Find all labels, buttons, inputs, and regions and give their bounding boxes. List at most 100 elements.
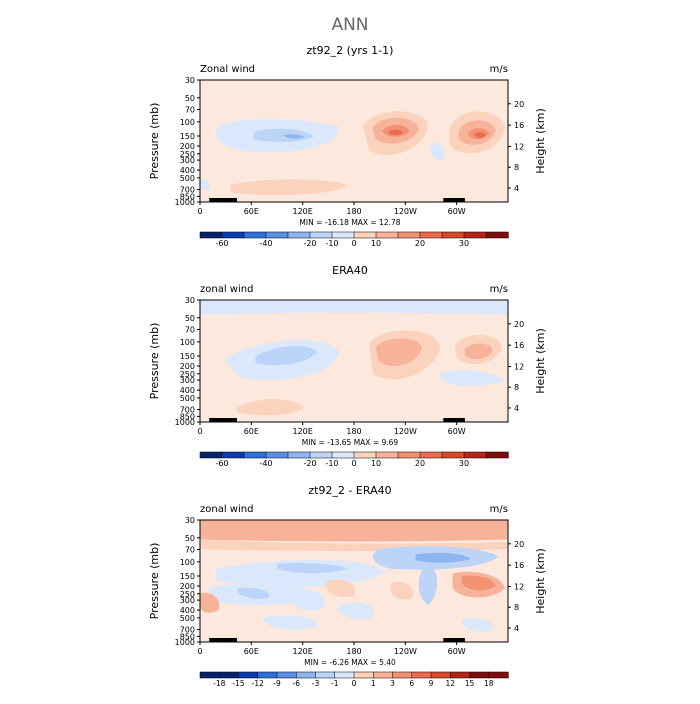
contour-region	[200, 300, 508, 315]
units-label: m/s	[490, 284, 508, 295]
colorbar-swatch	[430, 671, 451, 679]
colorbar-swatch	[331, 451, 355, 459]
colorbar-label: -6	[293, 679, 301, 688]
colorbar-swatch	[265, 451, 289, 459]
colorbar-swatch	[373, 671, 394, 679]
height-tick-label: 8	[514, 603, 519, 612]
plot-area	[199, 299, 509, 423]
min-max-text: MIN = -6.26 MAX = 5.40	[304, 658, 396, 667]
contour-region	[430, 142, 445, 161]
x-tick-label: 60W	[448, 647, 466, 656]
y2-axis-title: Height (km)	[534, 328, 547, 394]
colorbar: -18 -15 -12 -9 -6 -3 -1 0 1 3 6 9 12 15 18	[199, 671, 509, 688]
height-tick-label: 20	[514, 320, 524, 329]
x-tick-label: 60E	[244, 647, 259, 656]
colorbar-label: -1	[331, 679, 339, 688]
colorbar-label: 20	[415, 459, 425, 468]
colorbar-label: -60	[215, 459, 228, 468]
x-tick-label: 120E	[293, 427, 313, 436]
y-tick-label: 100	[180, 558, 195, 567]
y-tick-label: 200	[180, 362, 195, 371]
colorbar-swatch	[488, 671, 509, 679]
y-tick-label: 400	[180, 166, 195, 175]
y-tick-label: 70	[185, 325, 195, 334]
y-tick-label: 30	[185, 516, 195, 525]
colorbar-swatch	[334, 671, 355, 679]
y-axis-title: Pressure (mb)	[148, 543, 161, 620]
contour-region	[230, 179, 348, 195]
x-tick-label: 60W	[448, 207, 466, 216]
colorbar-swatch	[199, 451, 223, 459]
colorbar-swatch	[219, 671, 240, 679]
contour-region	[215, 559, 385, 587]
min-max-text: MIN = -13.65 MAX = 9.69	[302, 438, 399, 447]
colorbar-label: -40	[259, 239, 272, 248]
y-tick-label: 700	[180, 626, 195, 635]
x-tick-label: 120W	[394, 427, 417, 436]
y-tick-label: 1000	[175, 418, 195, 427]
colorbar-swatch	[257, 671, 278, 679]
colorbar-label: 30	[459, 239, 469, 248]
topography	[209, 198, 237, 202]
colorbar-label: -10	[325, 459, 338, 468]
colorbar-swatch	[419, 451, 443, 459]
units-label: m/s	[490, 504, 508, 515]
y-tick-label: 200	[180, 142, 195, 151]
colorbar-label: 15	[465, 679, 475, 688]
contour-region	[390, 581, 413, 600]
x-tick-label: 120E	[293, 207, 313, 216]
contour-region	[461, 618, 493, 632]
plot-area	[199, 79, 509, 203]
height-tick-label: 12	[514, 362, 524, 371]
colorbar-label: 20	[415, 239, 425, 248]
height-tick-label: 20	[514, 100, 524, 109]
y-tick-label: 500	[180, 394, 195, 403]
y-tick-label: 250	[180, 370, 195, 379]
y-tick-label: 500	[180, 614, 195, 623]
contour-region	[200, 179, 211, 190]
topography	[443, 638, 465, 642]
contour-region	[415, 552, 471, 563]
topography	[209, 638, 237, 642]
height-tick-label: 16	[514, 561, 524, 570]
y2-axis-title: Height (km)	[534, 108, 547, 174]
colorbar-swatch	[353, 671, 374, 679]
contour-region	[237, 587, 269, 599]
panel-title: zt92_2 - ERA40	[308, 484, 391, 497]
colorbar-swatch	[243, 231, 267, 239]
colorbar-label: -15	[232, 679, 244, 688]
x-tick-label: 0	[197, 207, 202, 216]
colorbar-swatch	[309, 231, 333, 239]
field-label: Zonal wind	[200, 64, 255, 75]
colorbar-label: 0	[351, 239, 356, 248]
y-tick-label: 50	[185, 94, 195, 103]
contour-region	[418, 561, 438, 606]
x-tick-label: 180	[346, 647, 361, 656]
colorbar-swatch	[397, 231, 421, 239]
colorbar-swatch	[441, 451, 465, 459]
x-tick-label: 0	[197, 647, 202, 656]
y-tick-label: 300	[180, 596, 195, 605]
colorbar-swatch	[485, 231, 509, 239]
colorbar-label: -9	[273, 679, 281, 688]
y-tick-label: 850	[180, 412, 195, 421]
panel-title: ERA40	[332, 264, 368, 277]
colorbar-label: -20	[303, 239, 316, 248]
height-tick-label: 20	[514, 540, 524, 549]
colorbar-swatch	[315, 671, 336, 679]
contour-region	[277, 562, 348, 574]
x-tick-label: 180	[346, 207, 361, 216]
colorbar-label: -20	[303, 459, 316, 468]
y-tick-label: 50	[185, 534, 195, 543]
colorbar-swatch	[353, 451, 377, 459]
colorbar-swatch	[199, 231, 223, 239]
height-tick-label: 4	[514, 404, 519, 413]
x-tick-label: 120E	[293, 647, 313, 656]
y-tick-label: 300	[180, 156, 195, 165]
contour-region	[255, 345, 317, 366]
colorbar-label: 3	[390, 679, 395, 688]
colorbar-label: 6	[409, 679, 414, 688]
y-tick-label: 1000	[175, 198, 195, 207]
